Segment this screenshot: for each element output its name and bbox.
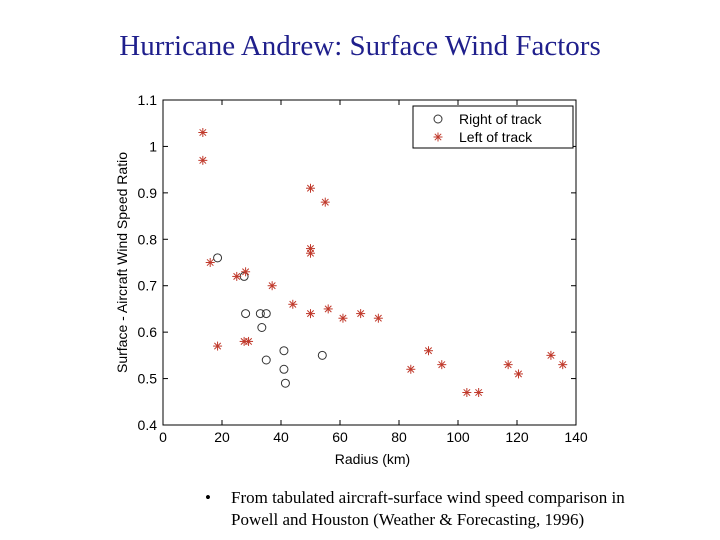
caption: • From tabulated aircraft-surface wind s… xyxy=(205,487,705,531)
x-tick-label: 100 xyxy=(446,429,470,445)
data-point-asterisk xyxy=(373,313,383,323)
x-tick-label: 80 xyxy=(391,429,407,445)
data-point-asterisk xyxy=(232,271,242,281)
data-point-asterisk xyxy=(558,360,568,370)
y-tick-label: 0.5 xyxy=(138,371,158,387)
data-point-asterisk xyxy=(338,313,348,323)
legend-label: Right of track xyxy=(459,111,542,127)
data-point-asterisk xyxy=(288,299,298,309)
slide-title: Hurricane Andrew: Surface Wind Factors xyxy=(119,30,601,62)
data-point-asterisk xyxy=(437,360,447,370)
data-point-asterisk xyxy=(198,128,208,137)
legend-label: Left of track xyxy=(459,129,533,145)
data-point-circle xyxy=(261,309,271,319)
data-point-asterisk xyxy=(356,309,366,319)
x-tick-label: 60 xyxy=(332,429,348,445)
data-point-circle xyxy=(257,323,267,332)
data-point-asterisk xyxy=(213,341,223,351)
caption-line-1: From tabulated aircraft-surface wind spe… xyxy=(231,488,625,507)
legend-box xyxy=(412,105,574,149)
caption-text: From tabulated aircraft-surface wind spe… xyxy=(231,487,705,531)
y-axis-label: Surface - Aircraft Wind Speed Ratio xyxy=(114,152,130,373)
data-point-asterisk xyxy=(205,258,215,267)
data-point-asterisk xyxy=(406,364,416,374)
data-point-asterisk xyxy=(546,350,556,360)
data-point-asterisk xyxy=(241,267,251,277)
data-point-asterisk xyxy=(306,183,315,193)
legend-marker-circle xyxy=(433,114,443,124)
plot-area: 0 20 40 60 80 100 120 140 0.4 0.5 0.6 0.7 0.8 0.9 1 1.1… xyxy=(114,92,588,467)
caption-line-2: Powell and Houston (Weather & Forecastin… xyxy=(231,510,585,529)
series-left-of-track xyxy=(198,128,568,397)
data-point-asterisk xyxy=(306,248,315,258)
data-point-asterisk xyxy=(462,388,472,397)
data-point-asterisk xyxy=(267,281,277,291)
data-point-asterisk xyxy=(503,360,513,370)
x-tick-label: 40 xyxy=(273,429,289,445)
data-point-asterisk xyxy=(320,197,330,207)
y-tick-label: 0.4 xyxy=(138,417,158,433)
data-point-circle xyxy=(279,364,289,374)
axes-box xyxy=(162,99,577,426)
data-point-asterisk xyxy=(474,388,484,397)
data-point-asterisk xyxy=(306,309,315,319)
series-right-of-track xyxy=(213,253,327,388)
legend: Right of track Left of track xyxy=(412,105,574,149)
x-tick-label: 120 xyxy=(505,429,529,445)
data-point-circle xyxy=(213,253,223,263)
data-point-asterisk xyxy=(513,369,523,379)
data-point-circle xyxy=(279,346,289,356)
data-point-circle xyxy=(241,309,251,319)
y-tick-label: 0.6 xyxy=(138,324,158,340)
x-tick-label: 140 xyxy=(564,429,588,445)
caption-bullet: • xyxy=(205,488,211,507)
data-point-circle xyxy=(261,355,271,365)
data-point-asterisk xyxy=(198,155,208,165)
data-point-asterisk xyxy=(424,346,433,356)
legend-marker-asterisk xyxy=(433,132,443,142)
data-point-asterisk xyxy=(244,336,254,346)
y-tick-label: 1.1 xyxy=(138,92,158,108)
y-tick-label: 0.8 xyxy=(138,231,158,247)
data-point-circle xyxy=(255,309,265,319)
x-tick-label: 0 xyxy=(159,429,167,445)
x-tick-label: 20 xyxy=(214,429,230,445)
data-point-circle xyxy=(317,350,327,360)
x-axis-label: Radius (km) xyxy=(335,451,410,467)
y-tick-label: 0.7 xyxy=(138,278,158,294)
y-tick-label: 0.9 xyxy=(138,185,158,201)
data-point-circle xyxy=(280,378,290,388)
data-point-asterisk xyxy=(323,304,333,314)
y-tick-label: 1 xyxy=(149,138,157,154)
